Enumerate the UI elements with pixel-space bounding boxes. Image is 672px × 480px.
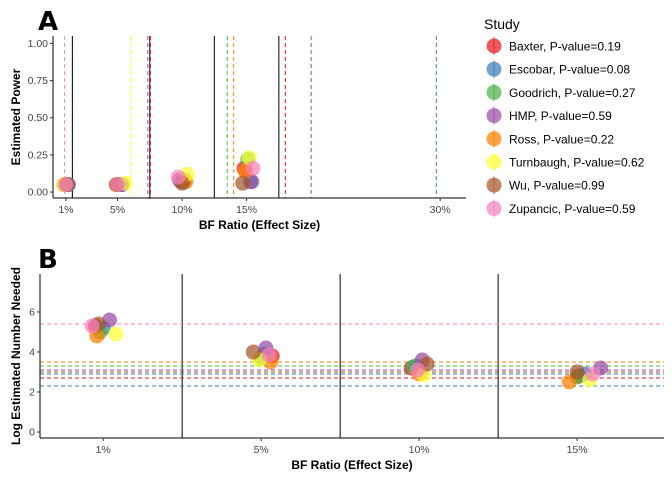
legend-label-hmp: HMP, P-value=0.59: [509, 109, 612, 123]
legend-key-hmp: [486, 108, 502, 124]
legend-key-turnbaugh: [486, 154, 502, 170]
y-tick-label: 0: [29, 427, 35, 439]
legend-key-zupancic: [486, 200, 502, 216]
point-zupancic: [110, 177, 126, 193]
x-tick-label: 1%: [96, 444, 111, 456]
x-tick-label: 5%: [110, 204, 125, 216]
x-tick-label: 15%: [236, 204, 257, 216]
legend-key-goodrich: [486, 84, 502, 100]
panel-b-plot: 0 2 4 6 1% 5% 10% 15% BF Ratio (Effect Size) Log …: [9, 267, 664, 472]
point-zupancic: [585, 366, 601, 382]
legend-label-turnbaugh: Turnbaugh, P-value=0.62: [509, 156, 645, 170]
x-tick-label: 5%: [254, 444, 269, 456]
y-axis-title: Estimated Power: [9, 68, 23, 165]
legend: Study Baxter, P-value=0.19 Escobar, P-valu…: [484, 16, 645, 218]
x-axis-title: BF Ratio (Effect Size): [199, 218, 320, 232]
panel-a-plot: 0.00 0.25 0.50 0.75 1.00 1% 5% 10% 15% 30% BF Rati…: [9, 36, 466, 232]
legend-label-zupancic: Zupancic, P-value=0.59: [509, 202, 636, 216]
y-tick-label: 0.25: [28, 149, 49, 161]
x-tick-label: 1%: [58, 204, 73, 216]
point-zupancic: [261, 347, 277, 363]
panel-a-tag: A: [38, 7, 58, 37]
point-zupancic: [84, 318, 100, 334]
y-tick-label: 1.00: [28, 38, 49, 50]
y-tick-label: 0.00: [28, 187, 49, 199]
x-tick-label: 10%: [409, 444, 430, 456]
point-zupancic: [58, 177, 74, 193]
legend-label-baxter: Baxter, P-value=0.19: [509, 40, 621, 54]
point-wu: [235, 175, 251, 191]
y-tick-label: 2: [29, 387, 35, 399]
legend-label-goodrich: Goodrich, P-value=0.27: [509, 86, 636, 100]
point-zupancic: [245, 160, 261, 176]
legend-key-baxter: [486, 38, 502, 54]
point-zupancic: [170, 169, 186, 185]
x-axis-title: BF Ratio (Effect Size): [291, 458, 412, 472]
panel-b-tag: B: [38, 245, 58, 275]
point-turnbaugh: [108, 326, 124, 342]
legend-label-wu: Wu, P-value=0.99: [509, 179, 605, 193]
point-wu: [569, 364, 585, 380]
y-tick-label: 0.50: [28, 112, 49, 124]
y-axis-title: Log Estimated Number Needed: [9, 267, 23, 445]
legend-label-escobar: Escobar, P-value=0.08: [509, 63, 630, 77]
legend-label-ross: Ross, P-value=0.22: [509, 132, 614, 146]
legend-key-ross: [486, 131, 502, 147]
legend-key-escobar: [486, 61, 502, 77]
x-tick-label: 10%: [172, 204, 193, 216]
point-wu: [245, 344, 261, 360]
legend-title: Study: [484, 16, 520, 32]
x-tick-label: 15%: [567, 444, 588, 456]
legend-key-wu: [486, 177, 502, 193]
y-tick-label: 6: [29, 307, 35, 319]
x-tick-label: 30%: [430, 204, 451, 216]
point-zupancic: [410, 362, 426, 378]
y-tick-label: 4: [29, 347, 35, 359]
y-tick-label: 0.75: [28, 75, 49, 87]
point-ross: [561, 374, 577, 390]
